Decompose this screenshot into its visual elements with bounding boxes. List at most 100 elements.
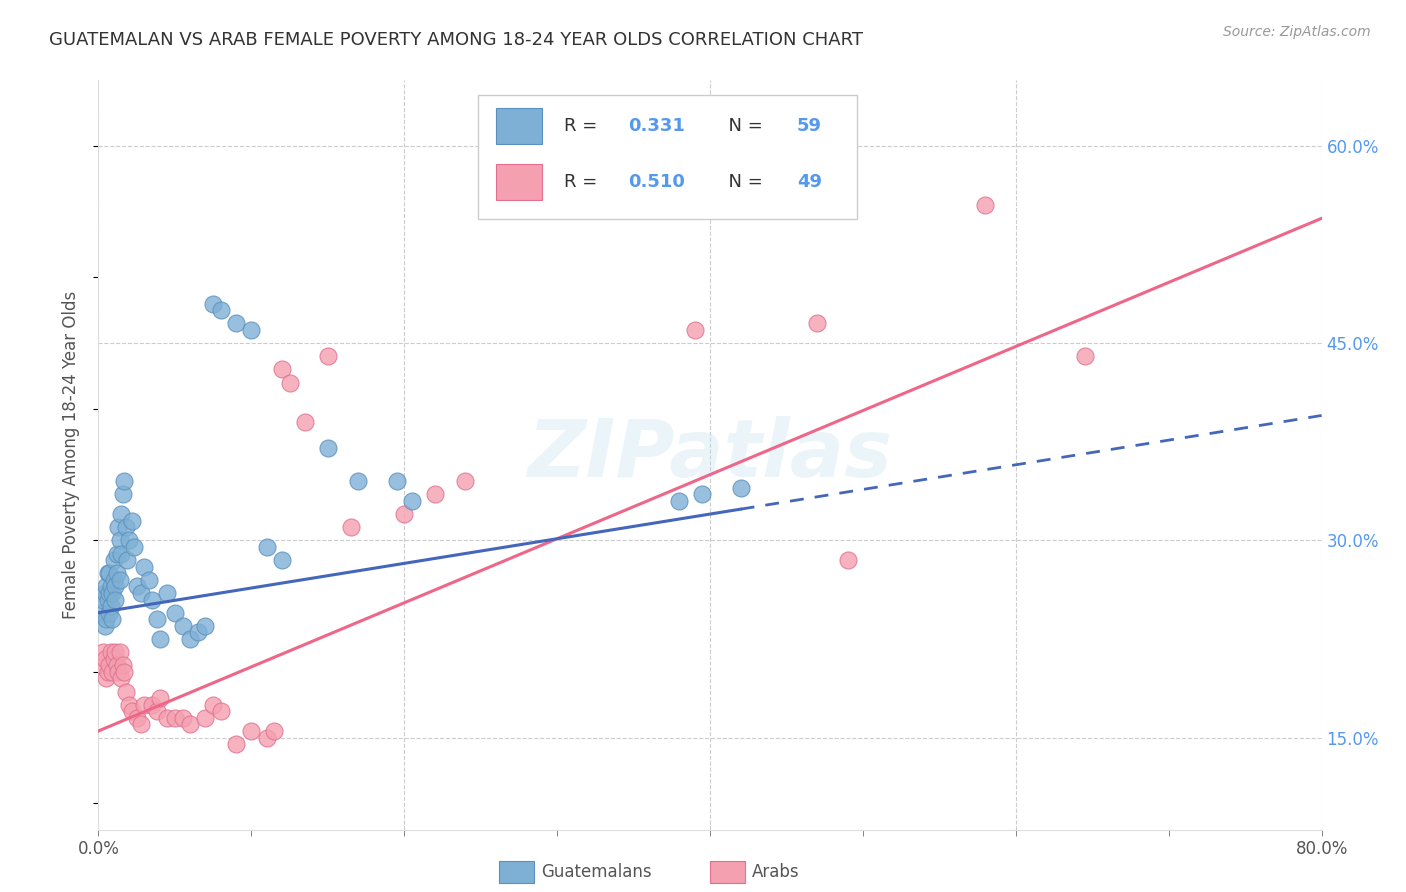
Point [101, 586, 124, 600]
Point [316, 349, 339, 363]
Point [122, 540, 145, 554]
Point [110, 547, 132, 561]
Text: GUATEMALAN VS ARAB FEMALE POVERTY AMONG 18-24 YEAR OLDS CORRELATION CHART: GUATEMALAN VS ARAB FEMALE POVERTY AMONG … [49, 31, 863, 49]
Text: R =: R = [564, 173, 603, 191]
Point [110, 507, 132, 521]
Point [94, 579, 117, 593]
Text: 59: 59 [797, 117, 823, 135]
Point [278, 376, 301, 390]
Point [683, 323, 706, 337]
Point [125, 711, 148, 725]
Point [974, 198, 997, 212]
Point [668, 494, 690, 508]
Point [256, 540, 278, 554]
Point [347, 474, 370, 488]
Point [94, 672, 117, 686]
Point [240, 723, 263, 738]
Point [202, 297, 225, 311]
Point [112, 665, 135, 679]
Point [194, 711, 217, 725]
Point [385, 474, 408, 488]
Point [392, 507, 416, 521]
Text: 0.331: 0.331 [628, 117, 685, 135]
Point [91, 592, 114, 607]
Point [105, 547, 128, 561]
Point [423, 487, 446, 501]
Point [108, 645, 131, 659]
Point [93, 586, 115, 600]
Point [163, 711, 186, 725]
FancyBboxPatch shape [478, 95, 856, 219]
Point [97, 592, 120, 607]
Point [110, 672, 132, 686]
Point [316, 442, 339, 456]
Point [100, 579, 122, 593]
Point [141, 592, 163, 607]
Point [149, 691, 172, 706]
Point [115, 684, 138, 698]
Point [108, 573, 131, 587]
Point [98, 606, 121, 620]
Point [97, 566, 120, 581]
Point [730, 481, 752, 495]
Point [256, 731, 278, 745]
Text: 49: 49 [797, 173, 823, 191]
Point [225, 317, 247, 331]
Point [454, 474, 477, 488]
Point [94, 612, 117, 626]
Point [111, 487, 134, 501]
Point [263, 723, 285, 738]
Text: ZIPatlas: ZIPatlas [527, 416, 893, 494]
Point [104, 645, 127, 659]
Point [98, 566, 121, 581]
Point [107, 520, 129, 534]
Point [270, 553, 292, 567]
Point [692, 487, 714, 501]
Point [111, 658, 134, 673]
Point [172, 619, 194, 633]
Point [172, 711, 194, 725]
Point [179, 717, 201, 731]
Point [103, 651, 125, 665]
Point [202, 698, 225, 712]
Point [125, 579, 148, 593]
Point [93, 619, 115, 633]
Point [294, 415, 316, 429]
Point [118, 533, 141, 548]
Point [194, 619, 217, 633]
Point [108, 533, 131, 548]
Point [270, 362, 292, 376]
Point [91, 645, 114, 659]
Point [837, 553, 859, 567]
Point [225, 737, 247, 751]
Point [103, 573, 125, 587]
Point [138, 573, 160, 587]
Point [209, 303, 232, 318]
Point [105, 566, 128, 581]
Point [107, 665, 129, 679]
Point [156, 586, 179, 600]
Point [145, 704, 167, 718]
Y-axis label: Female Poverty Among 18-24 Year Olds: Female Poverty Among 18-24 Year Olds [62, 291, 80, 619]
Point [115, 520, 138, 534]
Point [129, 717, 152, 731]
Point [90, 658, 112, 673]
Point [98, 658, 121, 673]
Point [101, 665, 124, 679]
Point [98, 586, 121, 600]
Point [145, 612, 167, 626]
Point [117, 553, 139, 567]
Point [100, 645, 122, 659]
Point [104, 592, 127, 607]
Point [149, 632, 172, 646]
Point [90, 606, 112, 620]
Text: Arabs: Arabs [752, 863, 800, 881]
Point [156, 711, 179, 725]
Point [240, 323, 263, 337]
Point [100, 599, 122, 613]
Point [112, 474, 135, 488]
Point [806, 317, 828, 331]
FancyBboxPatch shape [496, 108, 543, 144]
Point [104, 579, 127, 593]
Point [209, 704, 232, 718]
